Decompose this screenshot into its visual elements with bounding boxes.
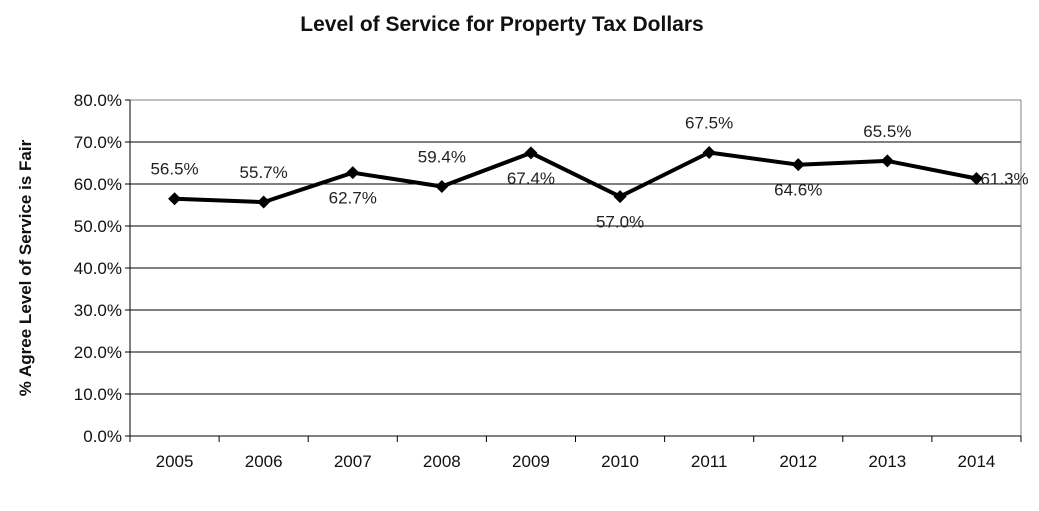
y-tick-label-1: 10.0% [74, 385, 122, 404]
y-tick-label-2: 20.0% [74, 343, 122, 362]
x-tick-label-2012: 2012 [779, 452, 817, 471]
x-tick-label-2014: 2014 [958, 452, 996, 471]
data-label-2009: 67.4% [507, 169, 555, 188]
point-2009 [524, 146, 538, 160]
x-tick-label-2013: 2013 [868, 452, 906, 471]
series-line-0 [174, 150, 977, 205]
point-2014 [969, 172, 983, 186]
point-2010 [613, 190, 627, 204]
y-tick-label-8: 80.0% [74, 91, 122, 110]
y-tick-label-5: 50.0% [74, 217, 122, 236]
point-2008 [435, 180, 449, 194]
gridlines [130, 99, 1021, 395]
chart-title: Level of Service for Property Tax Dollar… [300, 13, 703, 36]
x-tick-label-2007: 2007 [334, 452, 372, 471]
point-2005 [168, 192, 182, 206]
series-line [174, 150, 977, 205]
y-tick-labels: 0.0% 10.0% 20.0% 30.0% 40.0% 50.0% 60.0% 70.0% 8… [74, 91, 122, 446]
x-tick-label-2008: 2008 [423, 452, 461, 471]
data-label-2007: 62.7% [329, 189, 377, 208]
data-label-2006: 55.7% [240, 163, 288, 182]
y-tick-label-0: 0.0% [83, 427, 122, 446]
point-2007 [346, 166, 360, 180]
point-2011 [702, 146, 716, 159]
y-tick-label-7: 70.0% [74, 133, 122, 152]
series-markers [168, 146, 983, 209]
x-tick-label-2009: 2009 [512, 452, 550, 471]
data-label-2010: 57.0% [596, 213, 644, 232]
data-label-2011: 67.5% [685, 114, 733, 133]
axes [125, 99, 1022, 442]
data-label-2008: 59.4% [418, 148, 466, 167]
x-tick-label-2010: 2010 [601, 452, 639, 471]
y-tick-label-3: 30.0% [74, 301, 122, 320]
x-tick-label-2011: 2011 [691, 452, 728, 471]
point-2006 [257, 195, 271, 209]
y-tick-label-4: 40.0% [74, 259, 122, 278]
y-axis-label: % Agree Level of Service is Fair [16, 139, 35, 396]
data-label-2005: 56.5% [150, 160, 198, 179]
data-label-2013: 65.5% [863, 122, 911, 141]
point-2012 [791, 158, 805, 172]
data-label-2012: 64.6% [774, 181, 822, 200]
data-label-2014: 61.3% [980, 170, 1028, 189]
y-tick-label-6: 60.0% [74, 175, 122, 194]
x-tick-label-2006: 2006 [245, 452, 283, 471]
x-tick-labels: 2005 2006 2007 2008 2009 2010 2011 2012 2013 2014 [156, 452, 996, 471]
data-labels: 56.5% 55.7% 62.7% 59.4% 67.4% 57.0% 67.5% 64.6%… [150, 114, 1028, 232]
point-2013 [880, 154, 894, 168]
x-tick-label-2005: 2005 [156, 452, 194, 471]
